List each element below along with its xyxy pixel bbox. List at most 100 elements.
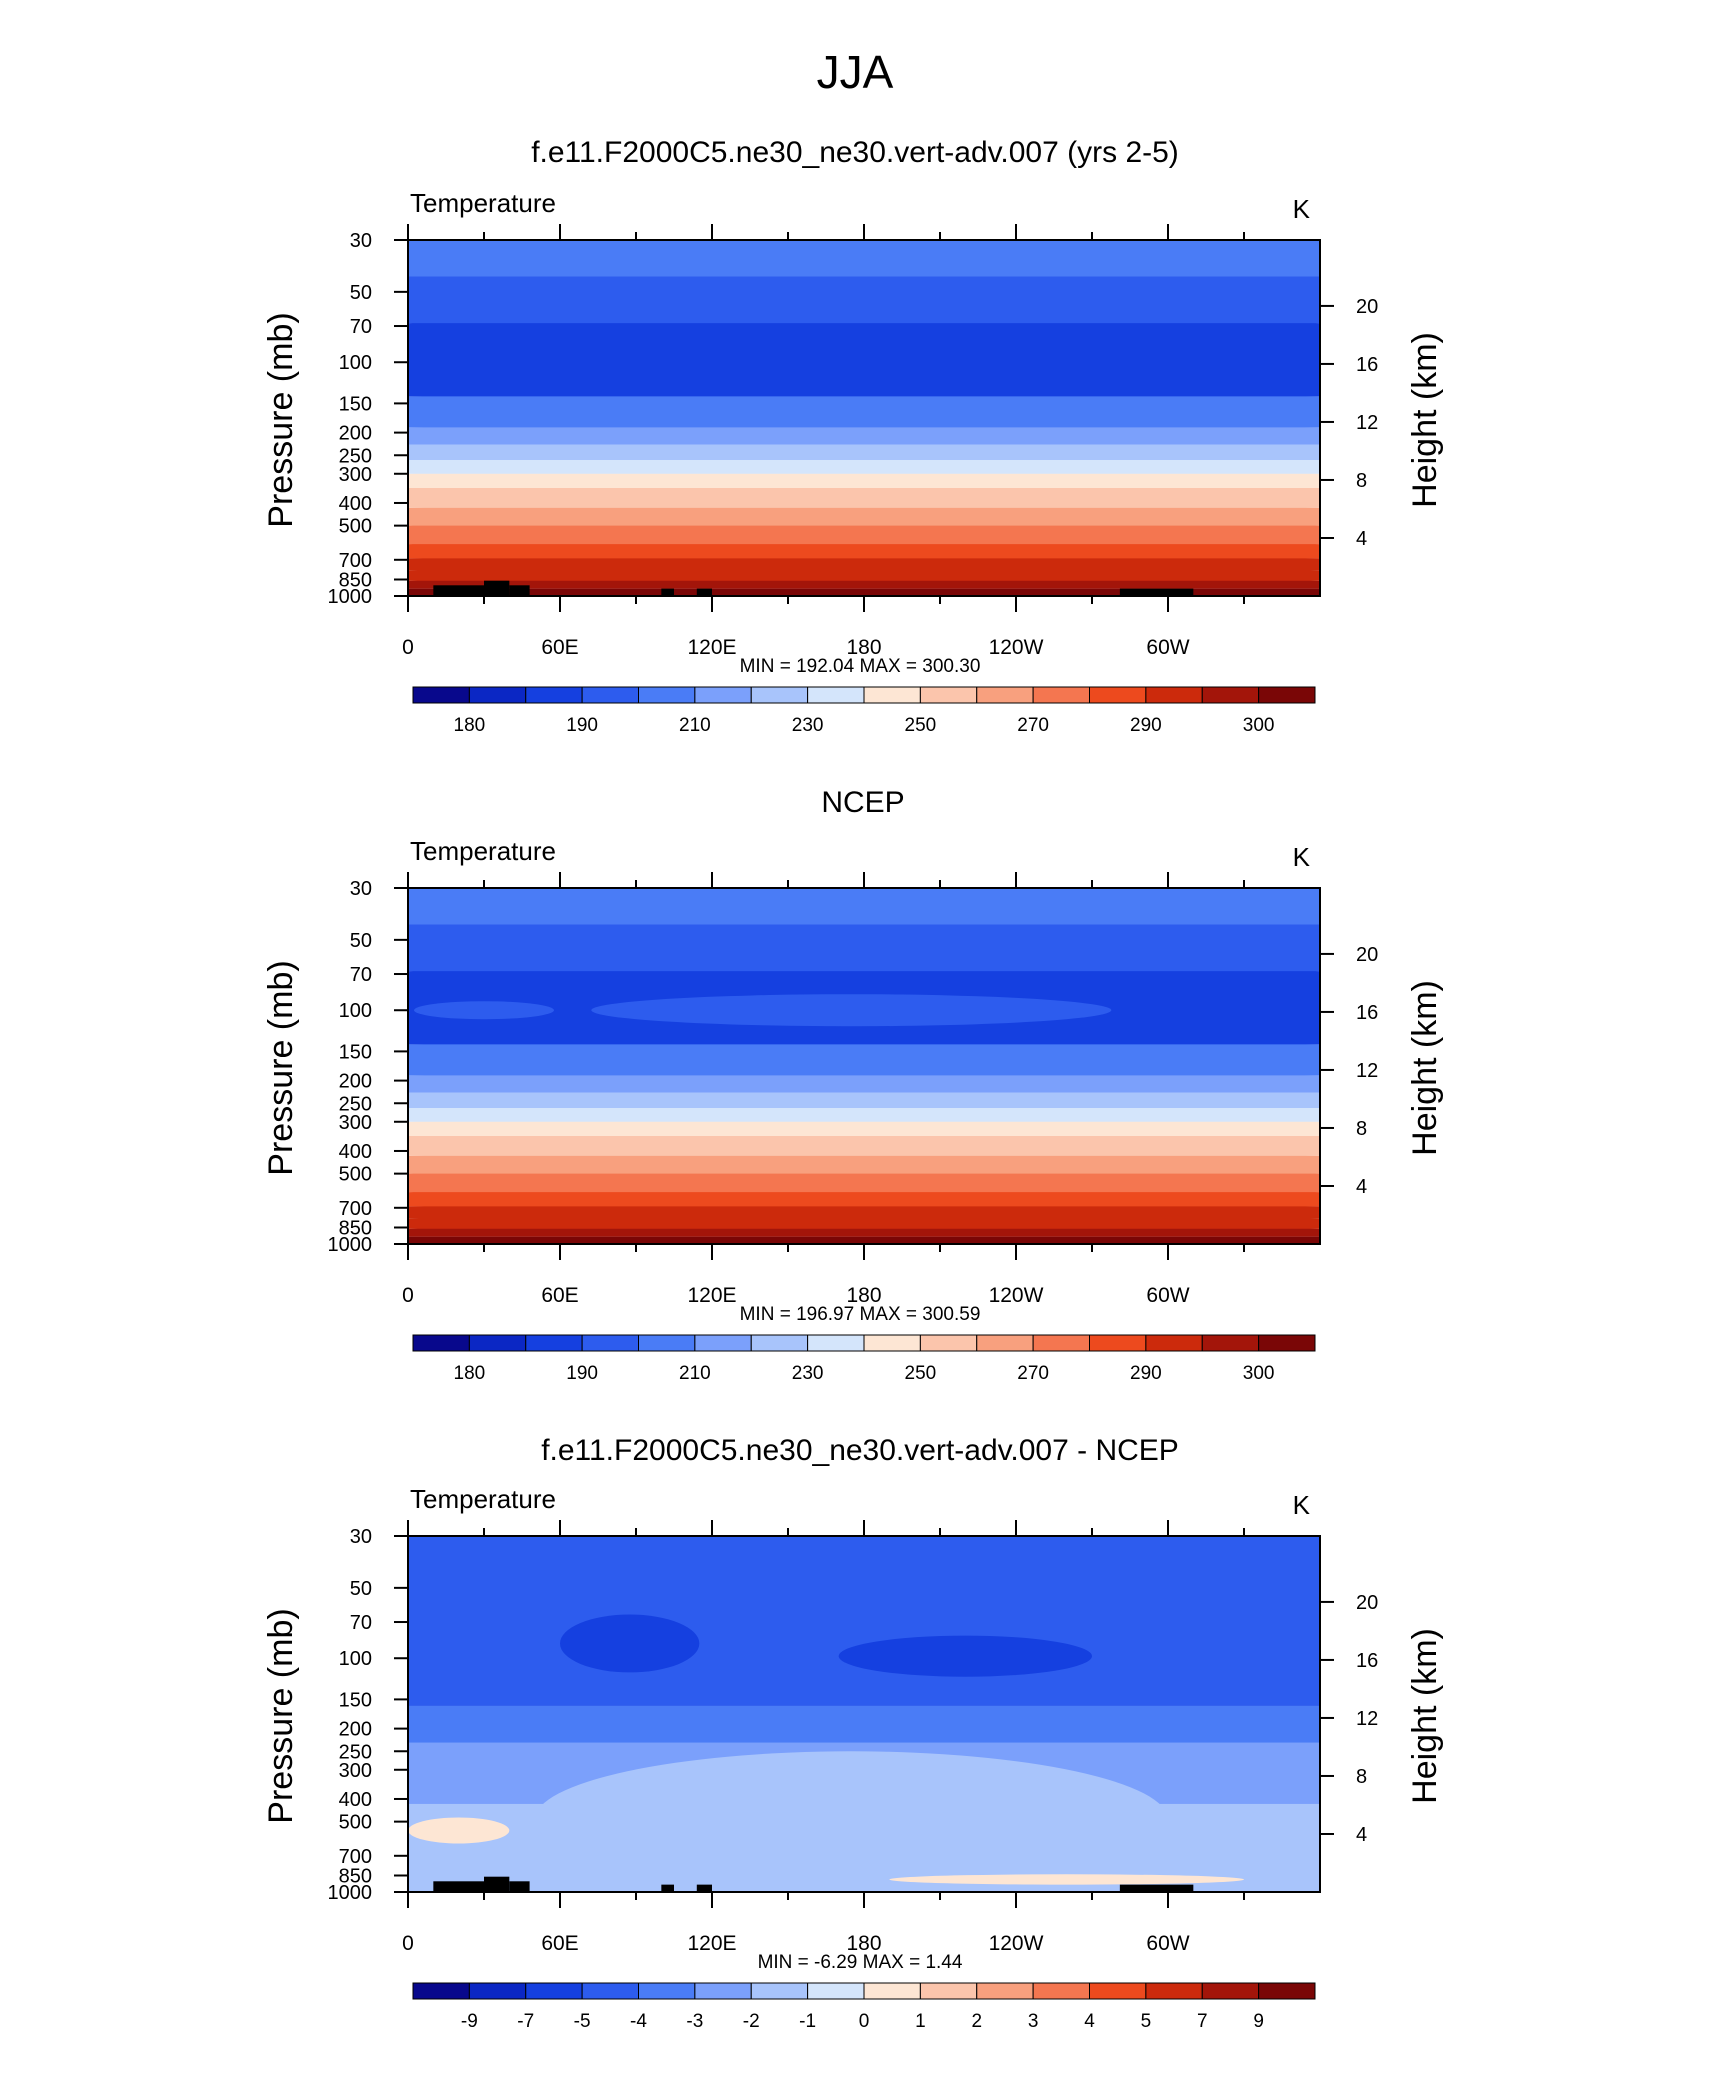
colorbar-label: -2 [743,2011,760,2032]
colorbar-swatch [1258,1334,1316,1352]
colorbar-label: 9 [1253,2011,1264,2032]
colorbar-swatch [1258,1982,1316,2000]
colorbar-swatch [1201,1334,1260,1352]
colorbar-swatch [1145,1334,1203,1352]
colorbar-label: 250 [905,1363,937,1384]
topography-mask [661,588,674,596]
y-tick-label: 400 [339,493,372,515]
y2-tick-label: 8 [1356,1118,1367,1140]
y-tick-label: 150 [339,1689,372,1711]
contour-band [838,1635,1092,1677]
y2-tick-label: 16 [1356,354,1378,376]
colorbar-swatch [807,1982,865,2000]
y-tick-label: 700 [339,1846,372,1868]
colorbar-label: 0 [859,2011,870,2032]
colorbar-swatch [919,1982,978,2000]
y2-tick-label: 12 [1356,412,1378,434]
y-tick-label: 700 [339,550,372,572]
colorbar-label: 210 [679,1363,711,1384]
colorbar-swatch [807,686,865,704]
variable-label: Temperature [410,188,556,218]
y-tick-label: 200 [339,1719,372,1741]
colorbar-swatch [468,1982,527,2000]
contour-band [408,919,1320,972]
contour-band [408,888,1320,925]
colorbar-swatch [694,1334,752,1352]
colorbar-swatch [1201,1982,1260,2000]
y-tick-label: 30 [350,1526,372,1548]
contour-band [408,1150,1320,1174]
topography-mask [509,1881,530,1892]
y-tick-label: 400 [339,1141,372,1163]
x-tick-label: 0 [402,636,414,659]
y2-tick-label: 8 [1356,1766,1367,1788]
colorbar-swatch [807,1334,865,1352]
colorbar-swatch [1145,686,1203,704]
colorbar-label: -5 [574,2011,591,2032]
y-tick-label: 250 [339,1093,372,1115]
colorbar-swatch [1145,1982,1203,2000]
colorbar-label: 190 [566,1363,598,1384]
y2-tick-label: 16 [1356,1650,1378,1672]
colorbar-label: 230 [792,715,824,736]
x-tick-label: 120E [687,1932,736,1955]
y2-axis-label: Height (km) [1406,980,1444,1156]
colorbar-label: 7 [1197,2011,1208,2032]
colorbar-swatch [750,686,809,704]
y-axis-label: Pressure (mb) [262,312,300,527]
colorbar-swatch [1089,1334,1147,1352]
colorbar-swatch [694,686,752,704]
colorbar-label: 190 [566,715,598,736]
colorbar-label: 270 [1017,1363,1049,1384]
panel-difference: f.e11.F2000C5.ne30_ne30.vert-adv.007 - N… [262,1434,1444,2032]
colorbar-label: 300 [1243,715,1275,736]
contour-band [408,1705,1320,1743]
y-tick-label: 300 [339,464,372,486]
x-tick-label: 0 [402,1284,414,1307]
units-label: K [1293,194,1311,224]
contour-plot [408,240,1320,596]
y2-tick-label: 8 [1356,470,1367,492]
panel-title: f.e11.F2000C5.ne30_ne30.vert-adv.007 - N… [541,1434,1179,1467]
y-tick-label: 850 [339,1218,372,1240]
contour-band [408,390,1320,428]
y-tick-label: 70 [350,316,372,338]
colorbar-label: 270 [1017,715,1049,736]
colorbar-swatch [1089,686,1147,704]
colorbar-swatch [1201,686,1260,704]
y2-tick-label: 4 [1356,1176,1367,1198]
panel-title: f.e11.F2000C5.ne30_ne30.vert-adv.007 (yr… [531,136,1179,169]
units-label: K [1293,842,1311,872]
panel-ncep: NCEP Temperature K Pressure (mb) Height … [262,786,1444,1384]
y2-tick-label: 20 [1356,944,1378,966]
colorbar: 180 190 210 230 250 270 290 300 [412,1334,1316,1384]
y-axis-label: Pressure (mb) [262,960,300,1175]
colorbar-swatch [1032,1982,1090,2000]
y-tick-label: 50 [350,1578,372,1600]
y-tick-label: 500 [339,516,372,538]
x-tick-label: 60E [541,1284,578,1307]
colorbar-swatch [694,1982,752,2000]
contour-band [408,270,1320,324]
colorbar-label: -1 [799,2011,816,2032]
y-tick-label: 200 [339,1071,372,1093]
y-tick-label: 1000 [328,1882,373,1904]
colorbar-label: 2 [971,2011,982,2032]
y2-axis-label: Height (km) [1406,1628,1444,1804]
y-tick-label: 1000 [328,586,373,608]
colorbar-swatch [863,686,921,704]
topography-mask [484,1876,510,1892]
contour-band [408,1069,1320,1093]
colorbar-label: 250 [905,715,937,736]
y-tick-label: 150 [339,1041,372,1063]
y-tick-label: 700 [339,1198,372,1220]
y-axis-label: Pressure (mb) [262,1608,300,1823]
colorbar-swatch [468,686,527,704]
colorbar-label: 230 [792,1363,824,1384]
topography-mask [509,585,530,596]
x-tick-label: 180 [846,1284,881,1307]
y2-axis-label: Height (km) [1406,332,1444,508]
x-tick-label: 120E [687,636,736,659]
y2-tick-label: 4 [1356,528,1367,550]
